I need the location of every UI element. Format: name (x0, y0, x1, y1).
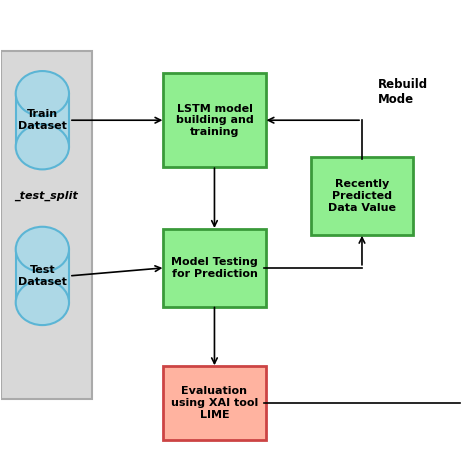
FancyBboxPatch shape (163, 366, 266, 440)
Bar (16, 93, 69, 147)
FancyBboxPatch shape (163, 73, 266, 167)
FancyBboxPatch shape (311, 157, 413, 235)
Ellipse shape (16, 227, 69, 272)
Text: Test
Dataset: Test Dataset (18, 265, 67, 287)
Text: Recently
Predicted
Data Value: Recently Predicted Data Value (328, 180, 396, 213)
FancyBboxPatch shape (1, 51, 91, 399)
Text: Train
Dataset: Train Dataset (18, 109, 67, 131)
Text: LSTM model
building and
training: LSTM model building and training (175, 104, 253, 137)
Ellipse shape (16, 71, 69, 116)
Text: Rebuild
Mode: Rebuild Mode (378, 78, 428, 106)
FancyBboxPatch shape (163, 229, 266, 307)
Ellipse shape (16, 124, 69, 169)
Text: Evaluation
using XAI tool
LIME: Evaluation using XAI tool LIME (171, 386, 258, 419)
Text: Model Testing
for Prediction: Model Testing for Prediction (171, 257, 258, 279)
Bar (16, 249, 69, 302)
Ellipse shape (16, 280, 69, 325)
Text: _test_split: _test_split (15, 191, 78, 201)
